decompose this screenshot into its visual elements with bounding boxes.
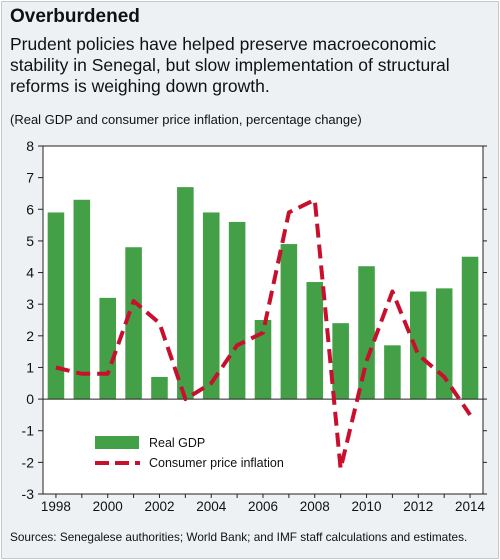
- gdp-bar: [254, 320, 272, 400]
- y-tick-label: 0: [26, 391, 34, 407]
- y-tick-label: 5: [26, 233, 34, 249]
- gdp-bar: [125, 247, 142, 400]
- inflation-line: [55, 197, 472, 471]
- legend-label-gdp: Real GDP: [149, 436, 205, 450]
- gdp-bar: [177, 187, 194, 400]
- gdp-bar: [47, 212, 65, 400]
- y-tick-label: -3: [22, 486, 35, 502]
- y-tick-label: 4: [26, 265, 34, 281]
- gdp-bar: [358, 266, 375, 400]
- x-tick-label: 1998: [41, 499, 71, 514]
- gdp-bar: [306, 282, 324, 400]
- y-tick-label: 2: [26, 328, 34, 344]
- y-tick-label: 3: [26, 296, 34, 312]
- y-tick-label: 6: [26, 201, 34, 217]
- y-tick-label: 1: [26, 359, 34, 375]
- x-tick-label: 2012: [403, 499, 433, 514]
- y-tick-label: 7: [26, 170, 34, 186]
- x-tick-label: 2010: [352, 499, 382, 514]
- x-tick-label: 2002: [144, 499, 174, 514]
- source-note: Sources: Senegalese authorities; World B…: [10, 530, 468, 544]
- gdp-bar: [99, 297, 116, 400]
- gdp-bar: [73, 199, 91, 400]
- x-tick-label: 2004: [196, 499, 227, 514]
- gdp-bar: [384, 345, 401, 400]
- x-tick-label: 2008: [300, 499, 330, 514]
- y-tick-label: -1: [22, 423, 35, 439]
- gdp-bar: [202, 212, 220, 400]
- x-tick-label: 2014: [455, 499, 486, 514]
- gdp-bar: [435, 288, 453, 400]
- chart-subtitle: Prudent policies have helped preserve ma…: [10, 34, 450, 96]
- gdp-bar: [151, 376, 168, 400]
- gdp-bar: [461, 256, 479, 400]
- gdp-bar: [280, 244, 298, 400]
- y-tick-label: -2: [22, 454, 35, 470]
- gdp-bar: [228, 221, 246, 400]
- gdp-bar: [332, 323, 349, 400]
- gdp-bar: [410, 291, 427, 400]
- chart-title: Overburdened: [10, 6, 140, 27]
- legend-swatch-gdp: [95, 436, 139, 449]
- y-tick-label: 8: [26, 138, 34, 154]
- x-tick-label: 2000: [93, 499, 123, 514]
- chart-units-note: (Real GDP and consumer price inflation, …: [10, 112, 362, 127]
- legend-label-inflation: Consumer price inflation: [149, 456, 284, 470]
- x-tick-label: 2006: [248, 499, 278, 514]
